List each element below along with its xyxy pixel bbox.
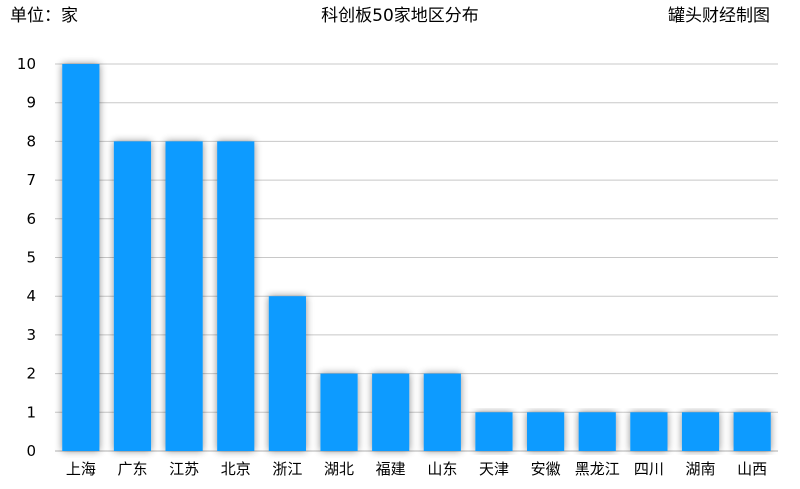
x-category-label: 北京	[221, 460, 251, 478]
x-category-label: 山西	[737, 460, 767, 478]
bar	[165, 141, 203, 451]
x-category-label: 浙江	[272, 460, 302, 478]
bars	[62, 64, 771, 451]
bar	[681, 412, 720, 451]
y-tick-label: 4	[26, 287, 36, 305]
unit-label: 单位：家	[10, 6, 78, 26]
chart-title: 科创板50家地区分布	[321, 6, 479, 26]
x-category-label: 四川	[634, 460, 664, 478]
x-category-label: 湖南	[686, 460, 716, 478]
bar	[113, 141, 152, 451]
y-tick-label: 8	[26, 132, 36, 150]
x-category-label: 广东	[117, 460, 147, 478]
bar	[62, 64, 100, 451]
bar	[372, 373, 410, 451]
x-category-label: 湖北	[324, 460, 354, 478]
x-category-label: 江苏	[169, 460, 199, 478]
x-category-label: 山东	[427, 460, 457, 478]
x-category-label: 福建	[376, 460, 406, 478]
bar	[320, 373, 358, 451]
bar	[217, 141, 255, 451]
bar	[268, 296, 306, 451]
y-tick-label: 10	[17, 55, 36, 73]
y-tick-label: 3	[26, 326, 36, 344]
y-axis-ticks: 0 1 2 3 4 5 6 7 8 9 10	[17, 55, 36, 460]
x-axis-labels: 上海 广东 江苏 北京 浙江 湖北 福建 山东 天津 安徽 黑龙江 四川 湖南 山西	[66, 460, 767, 478]
y-tick-label: 7	[26, 171, 36, 189]
y-tick-label: 1	[26, 403, 36, 421]
bar	[423, 373, 461, 451]
y-tick-label: 9	[26, 94, 36, 112]
x-category-label: 天津	[479, 460, 509, 478]
x-category-label: 黑龙江	[575, 460, 620, 478]
y-tick-label: 2	[26, 365, 36, 383]
x-category-label: 安徽	[531, 460, 561, 478]
bar	[527, 412, 565, 451]
y-tick-label: 0	[26, 442, 36, 460]
source-label: 罐头财经制图	[668, 6, 770, 26]
bar	[475, 412, 513, 451]
x-category-label: 上海	[66, 460, 96, 478]
bar	[578, 412, 616, 451]
y-tick-label: 6	[26, 210, 36, 228]
bar	[733, 412, 771, 451]
y-tick-label: 5	[26, 249, 36, 267]
grid-lines	[55, 63, 778, 452]
bar	[630, 412, 668, 451]
